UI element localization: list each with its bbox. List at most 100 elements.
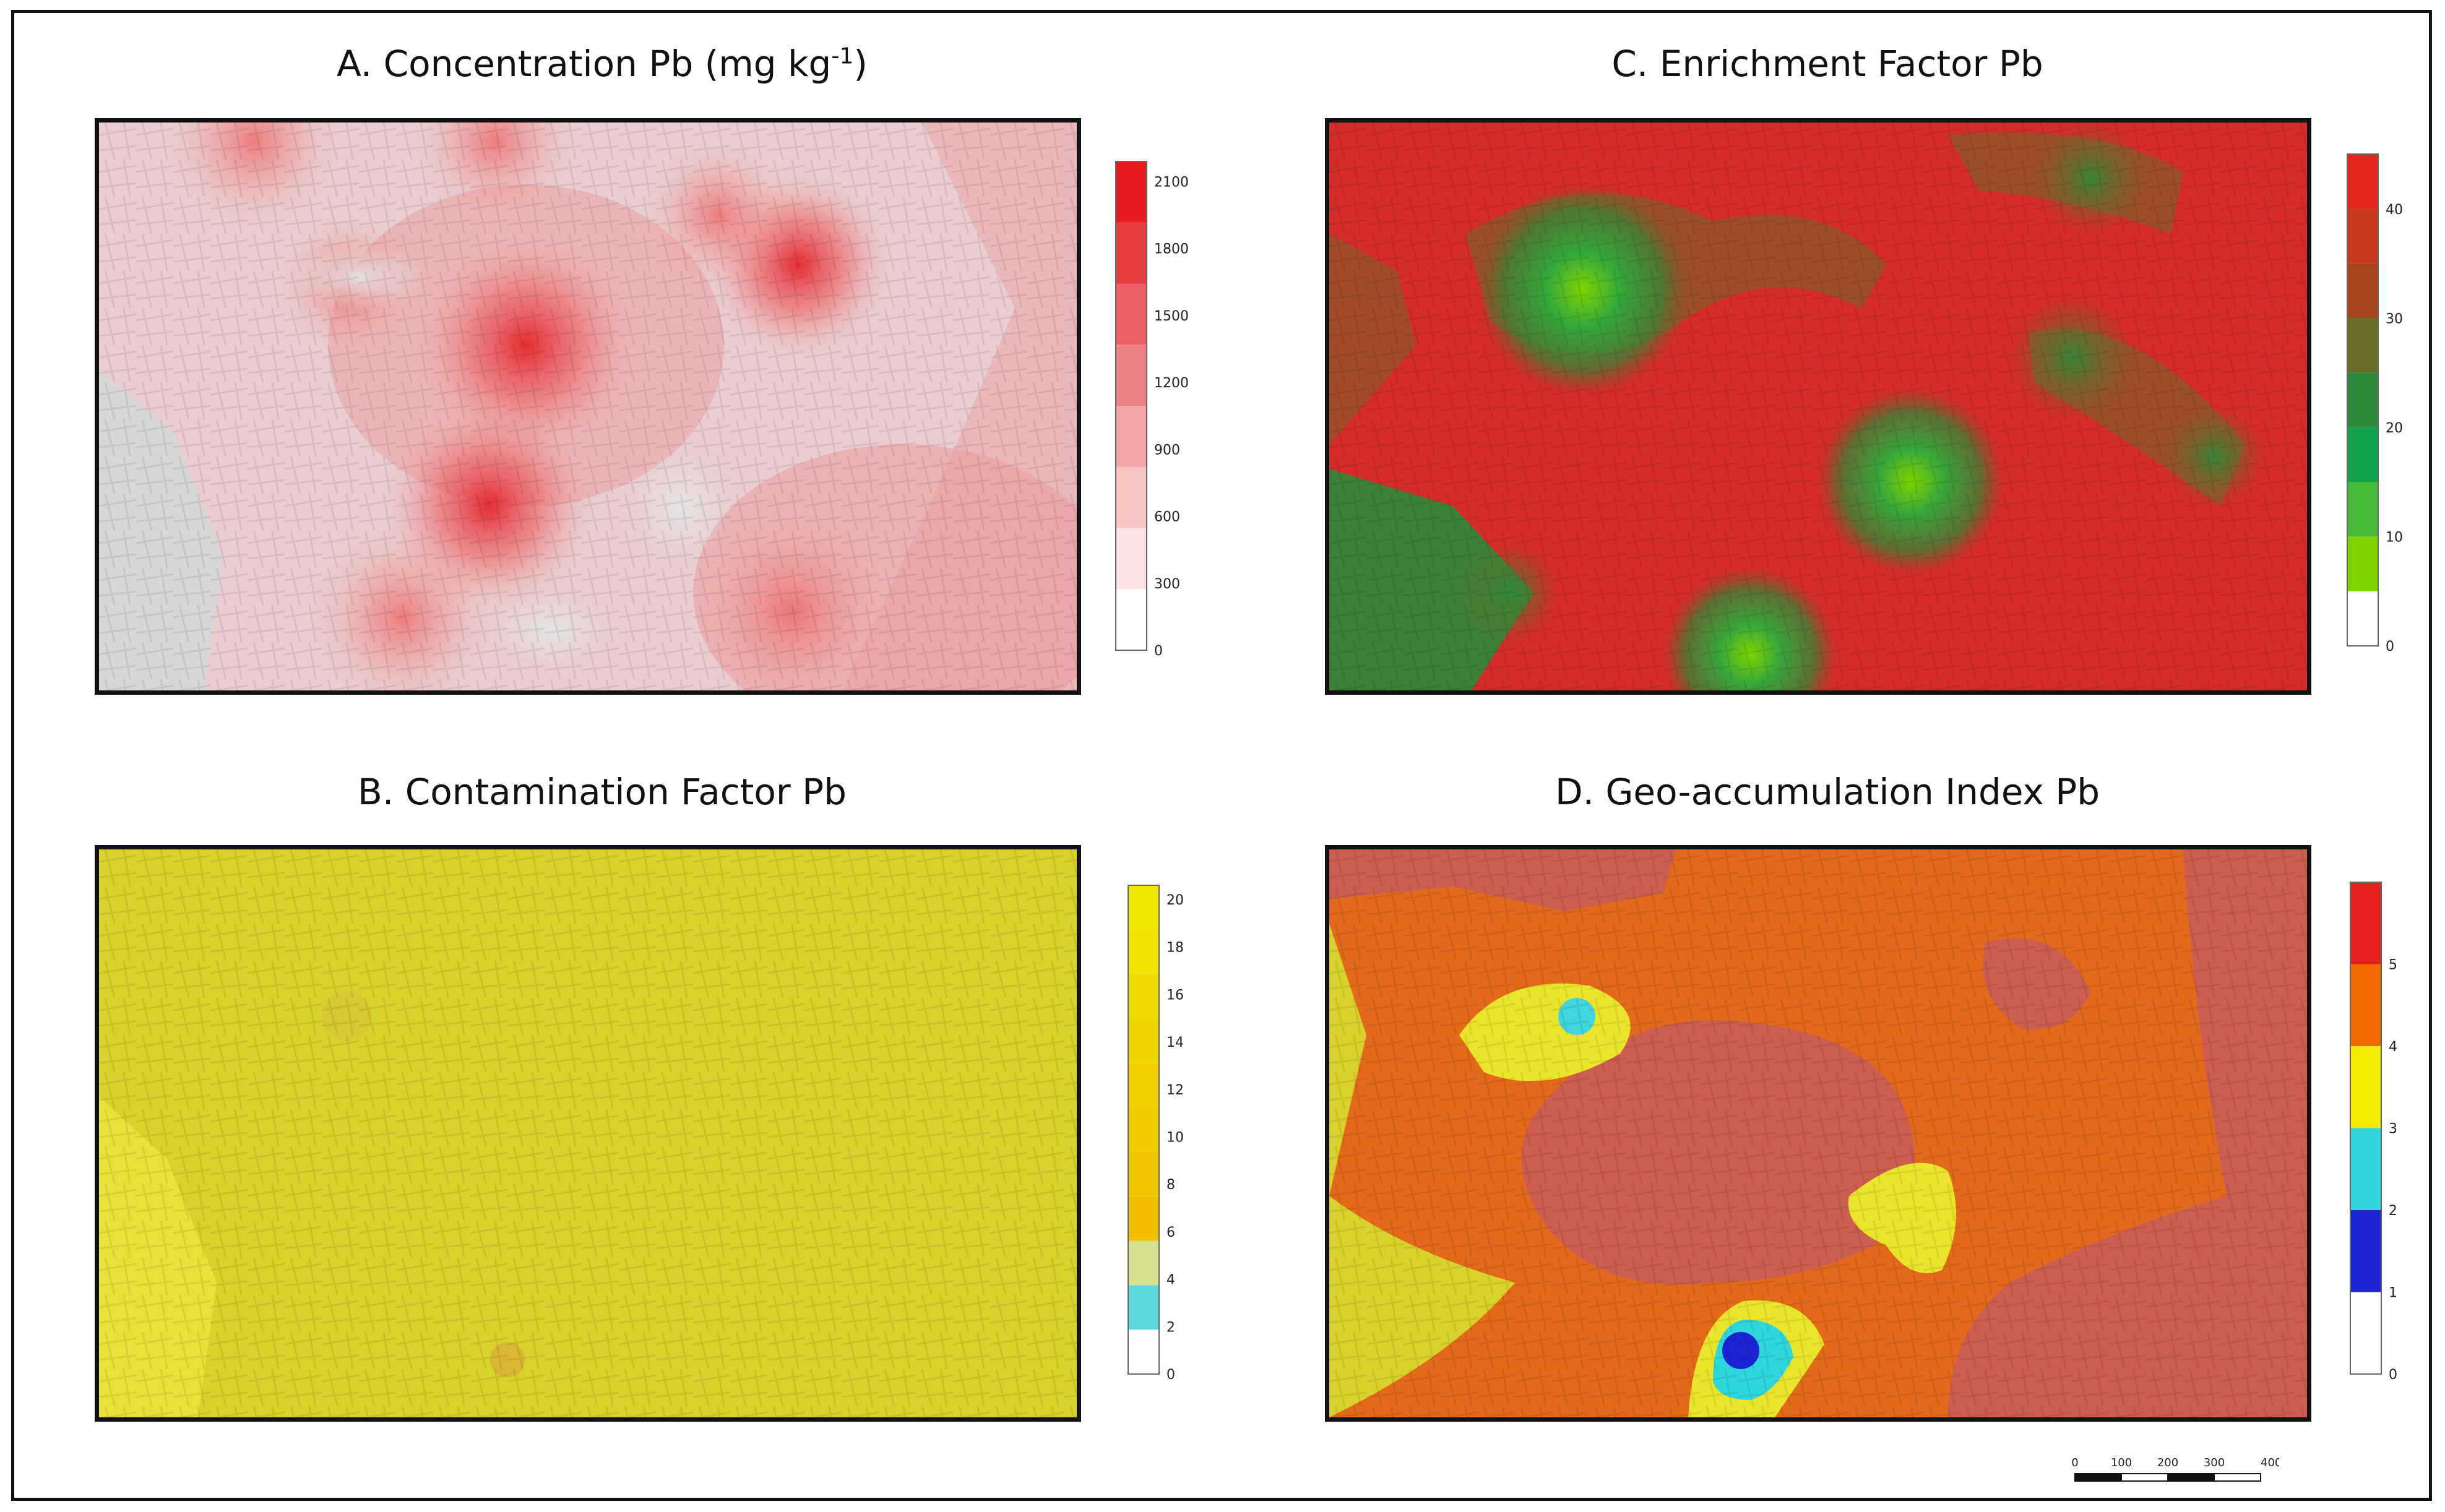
legend-a-swatch xyxy=(1116,345,1147,406)
legend-d-label: 3 xyxy=(2389,1122,2397,1137)
legend-a-label: 0 xyxy=(1154,643,1163,659)
legend-b-swatch xyxy=(1128,974,1159,1019)
legend-d-svg: 0 1 2 3 4 5 xyxy=(2350,882,2397,1383)
legend-a-swatch xyxy=(1116,528,1147,590)
legend-a-label: 600 xyxy=(1154,510,1180,525)
legend-a-swatch xyxy=(1116,161,1147,223)
legend-c: 0 10 20 30 40 xyxy=(2347,153,2434,661)
legend-c-swatch xyxy=(2347,154,2378,209)
map-d-svg xyxy=(1329,849,2307,1417)
legend-c-swatch xyxy=(2347,263,2378,318)
legend-b-swatch xyxy=(1128,1107,1159,1152)
map-b-svg xyxy=(99,849,1077,1417)
legend-d-frame xyxy=(2350,882,2382,1375)
legend-b-swatch xyxy=(1128,885,1159,930)
legend-b-swatch xyxy=(1128,929,1159,974)
legend-d-label: 5 xyxy=(2389,958,2397,973)
legend-a-label: 1800 xyxy=(1154,242,1189,257)
panel-a-title-text: A. Concentration Pb (mg kg xyxy=(337,43,832,85)
legend-c-label: 10 xyxy=(2386,530,2403,546)
panel-d-title-text: D. Geo-accumulation Index Pb xyxy=(1555,771,2100,813)
figure-frame: A. Concentration Pb (mg kg-1) xyxy=(11,10,2432,1501)
legend-c-label: 0 xyxy=(2386,639,2394,655)
legend-b-label: 6 xyxy=(1166,1225,1175,1240)
legend-b-swatch xyxy=(1128,1240,1159,1286)
scale-bar-label: 300 xyxy=(2204,1456,2225,1469)
scale-bar-label: 400 m xyxy=(2261,1456,2279,1469)
legend-b-swatch xyxy=(1128,1018,1159,1063)
legend-d-label: 1 xyxy=(2389,1286,2397,1301)
legend-c-label: 40 xyxy=(2386,202,2403,218)
legend-b-swatch xyxy=(1128,1063,1159,1108)
legend-a-label: 1200 xyxy=(1154,376,1189,391)
legend-b-label: 8 xyxy=(1166,1177,1175,1193)
legend-a-swatch xyxy=(1116,222,1147,284)
legend-d-swatch xyxy=(2350,1210,2381,1292)
legend-b-label: 4 xyxy=(1166,1273,1175,1288)
legend-b-label: 16 xyxy=(1166,987,1184,1003)
legend-b-swatch xyxy=(1128,1196,1159,1241)
legend-c-frame xyxy=(2347,153,2379,646)
legend-a-svg: 0 300 600 900 1200 1500 1800 2100 xyxy=(1115,161,1189,659)
scale-bar-segment xyxy=(2214,1473,2261,1482)
map-c-enrichment xyxy=(1325,118,2311,695)
legend-d-label: 0 xyxy=(2389,1367,2397,1383)
legend-d: 0 1 2 3 4 5 xyxy=(2350,882,2437,1390)
legend-b-swatch xyxy=(1128,1285,1159,1330)
legend-c-swatch xyxy=(2347,372,2378,427)
legend-a-label: 300 xyxy=(1154,577,1180,592)
legend-a-swatch xyxy=(1116,589,1147,650)
legend-a-label: 900 xyxy=(1154,442,1180,458)
legend-c-swatch xyxy=(2347,208,2378,264)
panel-b-title: B. Contamination Factor Pb xyxy=(107,771,1097,813)
legend-a-frame xyxy=(1115,161,1147,651)
legend-d-swatch xyxy=(2350,1046,2381,1128)
legend-b-swatch xyxy=(1128,1151,1159,1196)
legend-c-swatch xyxy=(2347,318,2378,373)
map-a-street-texture xyxy=(99,122,1077,690)
legend-b-frame xyxy=(1128,885,1160,1375)
panel-a-title: A. Concentration Pb (mg kg-1) xyxy=(107,43,1097,85)
legend-c-swatch xyxy=(2347,427,2378,482)
legend-a-swatch xyxy=(1116,406,1147,467)
panel-d-title: D. Geo-accumulation Index Pb xyxy=(1332,771,2322,813)
map-c-street-texture xyxy=(1329,122,2307,690)
legend-a-label: 2100 xyxy=(1154,174,1189,190)
scale-bar-segment xyxy=(2167,1473,2215,1482)
panel-c-title: C. Enrichment Factor Pb xyxy=(1332,43,2322,85)
legend-a-swatch xyxy=(1116,466,1147,528)
panel-a-title-end: ) xyxy=(853,43,868,85)
legend-b-label: 14 xyxy=(1166,1035,1184,1050)
legend-c-swatch xyxy=(2347,591,2378,646)
legend-b-svg: 0 2 4 6 8 10 12 14 16 18 20 xyxy=(1128,885,1184,1383)
scale-bar-svg: 0 100 200 300 400 m xyxy=(2071,1456,2296,1482)
map-d-street-texture xyxy=(1329,849,2307,1417)
legend-b-label: 2 xyxy=(1166,1320,1175,1335)
legend-a-label: 1500 xyxy=(1154,309,1189,324)
map-a-svg xyxy=(99,122,1077,690)
legend-b: 0 2 4 6 8 10 12 14 16 18 20 xyxy=(1128,885,1215,1393)
legend-c-swatch xyxy=(2347,536,2378,591)
legend-d-swatch xyxy=(2350,882,2381,964)
scale-bar-segment xyxy=(2121,1473,2168,1482)
legend-d-label: 4 xyxy=(2389,1039,2397,1055)
panel-b-title-text: B. Contamination Factor Pb xyxy=(358,771,847,813)
panel-a-title-sup: -1 xyxy=(831,43,854,69)
scale-bar-label: 200 xyxy=(2157,1456,2178,1469)
legend-a: 0 300 600 900 1200 1500 1800 2100 xyxy=(1115,161,1202,669)
legend-b-swatch xyxy=(1128,1329,1159,1374)
scale-bar-label: 100 xyxy=(2111,1456,2132,1469)
legend-c-svg: 0 10 20 30 40 xyxy=(2347,153,2403,655)
scale-bar: 0 100 200 300 400 m xyxy=(2069,1451,2296,1491)
scale-bar-label: 0 xyxy=(2071,1456,2078,1469)
scale-bar-segment xyxy=(2074,1473,2122,1482)
legend-c-swatch xyxy=(2347,482,2378,537)
legend-c-label: 30 xyxy=(2386,312,2403,327)
map-a-concentration xyxy=(95,118,1081,695)
legend-b-label: 10 xyxy=(1166,1130,1184,1146)
legend-d-swatch xyxy=(2350,964,2381,1046)
legend-b-label: 20 xyxy=(1166,893,1184,908)
panel-c-title-text: C. Enrichment Factor Pb xyxy=(1611,43,2043,85)
legend-b-label: 18 xyxy=(1166,940,1184,956)
legend-d-swatch xyxy=(2350,1292,2381,1374)
